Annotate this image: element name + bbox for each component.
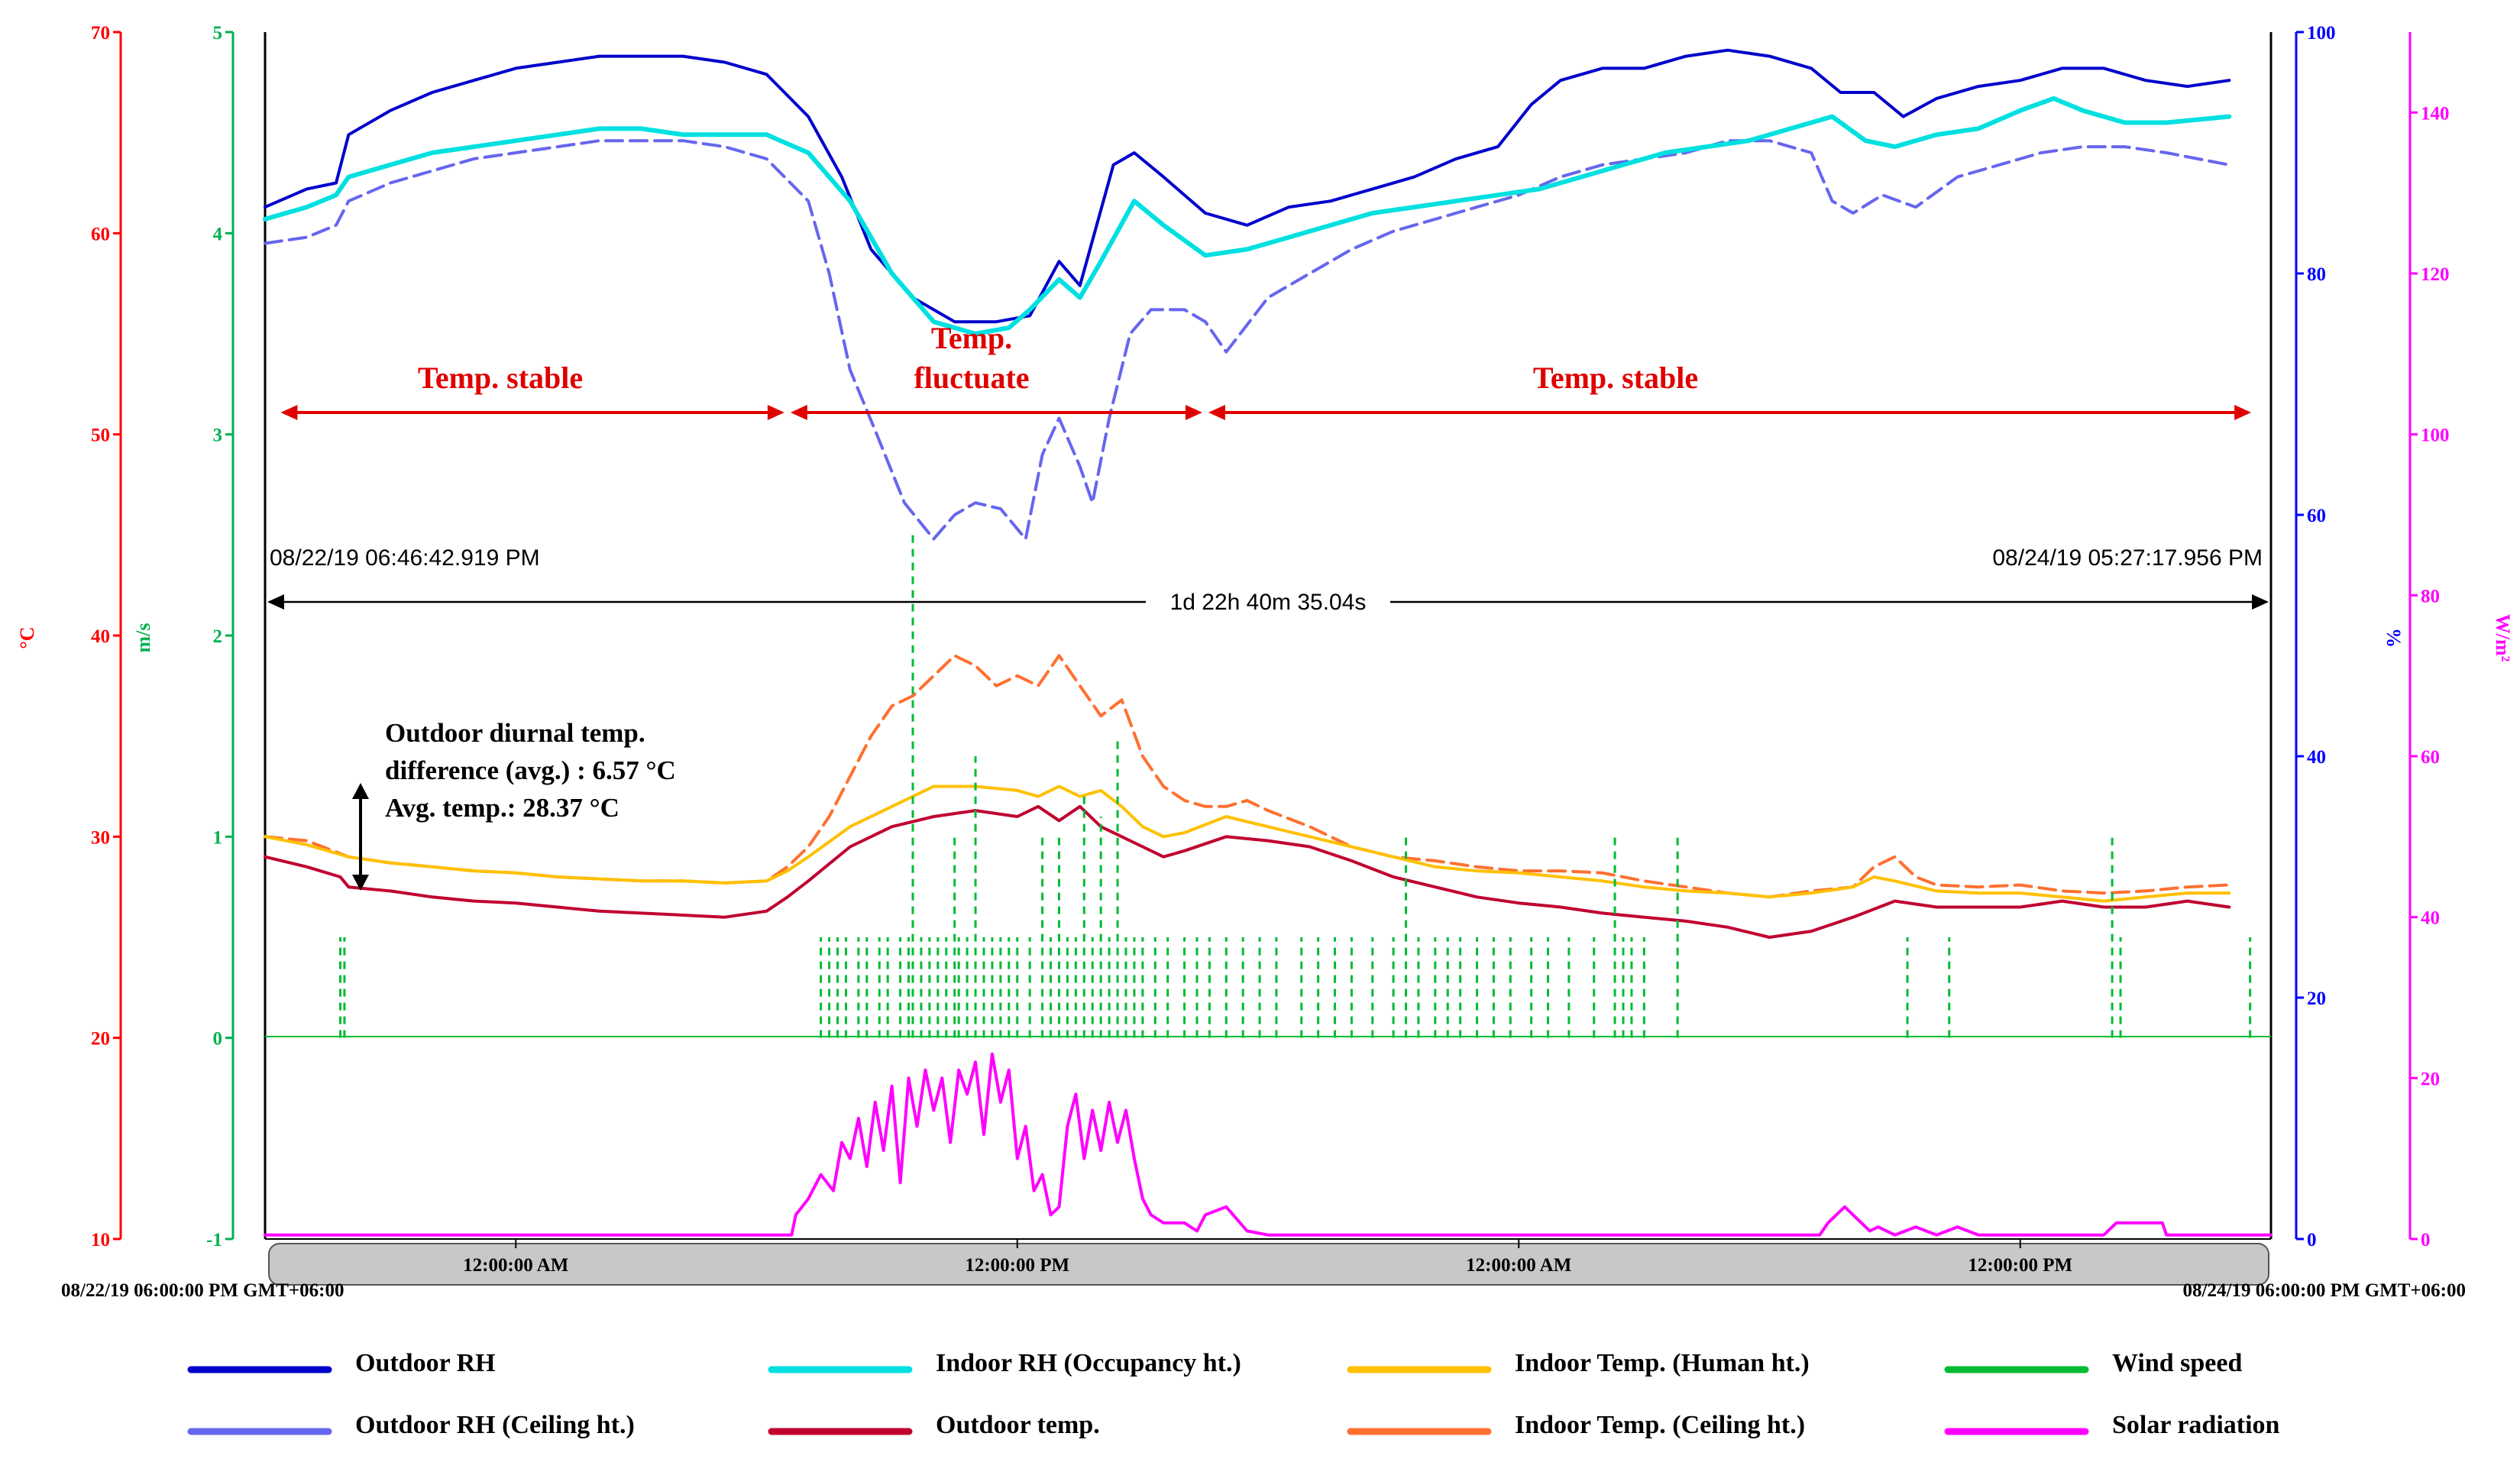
phase-2-label-line1: Temp. [931, 321, 1012, 355]
series-solar-radiation [264, 1052, 2273, 1237]
wind-tick-label: 2 [213, 626, 223, 647]
start-marker-label: 08/22/19 06:46:42.919 PM [270, 545, 540, 571]
wind-tick-label: 5 [213, 23, 223, 44]
legend-label: Indoor Temp. (Human ht.) [1515, 1349, 1810, 1377]
phase-arrow-head [1208, 405, 1225, 420]
solar-tick-label: 80 [2421, 586, 2440, 607]
solar-tick-label: 120 [2421, 264, 2450, 285]
series-indoor-rh-occupancy-ht [263, 95, 2232, 336]
diurnal-arrow [352, 783, 369, 891]
temp-axis: 10 20 30 40 50 60 70 °C [16, 23, 122, 1250]
temp-tick-label: 40 [91, 626, 110, 647]
duration-label: 1d 22h 40m 35.04s [1170, 590, 1367, 615]
temp-tick-label: 20 [91, 1029, 110, 1050]
rh-tick-label: 100 [2307, 23, 2336, 44]
temp-tick-label: 50 [91, 425, 110, 446]
phase-1-label: Temp. stable [418, 361, 583, 395]
solar-tick-label: 100 [2421, 425, 2450, 446]
temp-tick-label: 70 [91, 23, 110, 44]
solar-axis: 0 20 40 60 80 100 120 140 W/m² [2408, 32, 2514, 1250]
legend-label: Solar radiation [2112, 1411, 2280, 1439]
temp-tick-label: 30 [91, 827, 110, 848]
solar-tick-label: 60 [2421, 747, 2440, 768]
wind-axis-title: m/s [132, 623, 154, 653]
legend-label: Outdoor RH (Ceiling ht.) [355, 1411, 635, 1439]
end-marker-label: 08/24/19 05:27:17.956 PM [1992, 545, 2263, 571]
x-tick-label: 12:00:00 AM [1466, 1255, 1571, 1276]
solar-tick-label: 40 [2421, 908, 2440, 929]
note-line-2: difference (avg.) : 6.57 °C [385, 755, 676, 785]
time-scrollbar[interactable] [268, 1243, 2269, 1286]
x-tick-label: 12:00:00 AM [463, 1255, 568, 1276]
wind-tick-label: -1 [206, 1230, 222, 1250]
legend-label: Wind speed [2112, 1349, 2242, 1377]
phase-arrow-head [2234, 405, 2252, 420]
wind-tick-label: 3 [213, 425, 223, 446]
solar-tick-label: 20 [2421, 1069, 2440, 1089]
phase-arrow-head [280, 405, 298, 420]
temp-tick-label: 10 [91, 1230, 110, 1250]
wind-tick-label: 4 [213, 224, 223, 244]
rh-tick-label: 40 [2307, 747, 2326, 768]
phase-arrow-head [790, 405, 807, 420]
legend: Outdoor RH Indoor RH (Occupancy ht.) Indoo… [187, 1349, 2280, 1439]
series-outdoor-temp [264, 804, 2231, 939]
series-outdoor-rh [264, 48, 2231, 324]
phase-annotations: Temp. stable Temp. fluctuate Temp. stabl… [280, 321, 2252, 420]
legend-label: Indoor Temp. (Ceiling ht.) [1515, 1411, 1805, 1439]
temp-tick-label: 60 [91, 224, 110, 244]
x-start-label: 08/22/19 06:00:00 PM GMT+06:00 [61, 1280, 344, 1301]
x-end-label: 08/24/19 06:00:00 PM GMT+06:00 [2183, 1280, 2466, 1301]
phase-2-label-line2: fluctuate [914, 361, 1029, 395]
duration-arrow [267, 594, 2269, 610]
wind-tick-label: 1 [213, 827, 223, 848]
wind-axis: -1 0 1 2 3 4 5 m/s [132, 23, 235, 1250]
temp-axis-title: °C [16, 626, 38, 649]
solar-tick-label: 140 [2421, 103, 2450, 124]
x-tick-label: 12:00:00 PM [1968, 1255, 2072, 1276]
wind-tick-label: 0 [213, 1029, 223, 1050]
series-wind-speed [338, 535, 2252, 1038]
legend-label: Outdoor temp. [936, 1411, 1100, 1439]
rh-axis: 0 20 40 60 80 100 % [2295, 23, 2405, 1250]
rh-axis-title: % [2383, 628, 2405, 648]
phase-3-label: Temp. stable [1533, 361, 1698, 395]
note-line-3: Avg. temp.: 28.37 °C [385, 793, 619, 823]
rh-tick-label: 80 [2307, 264, 2326, 285]
series-outdoor-rh-ceiling-ht [264, 139, 2231, 541]
legend-label: Indoor RH (Occupancy ht.) [936, 1349, 1241, 1377]
rh-tick-label: 0 [2307, 1230, 2317, 1250]
rh-tick-label: 60 [2307, 506, 2326, 526]
rh-tick-label: 20 [2307, 988, 2326, 1009]
x-axis-ticks: 12:00:00 AM 12:00:00 PM 12:00:00 AM 12:00:0… [463, 1239, 2072, 1276]
phase-arrow-head [1185, 405, 1202, 420]
series-layer [263, 48, 2273, 1237]
solar-axis-title: W/m² [2492, 614, 2514, 662]
series-indoor-temp-human-ht [264, 784, 2231, 903]
x-tick-label: 12:00:00 PM [965, 1255, 1069, 1276]
legend-label: Outdoor RH [355, 1349, 496, 1377]
phase-arrow-head [767, 405, 784, 420]
note-line-1: Outdoor diurnal temp. [385, 718, 645, 748]
solar-tick-label: 0 [2421, 1230, 2431, 1250]
